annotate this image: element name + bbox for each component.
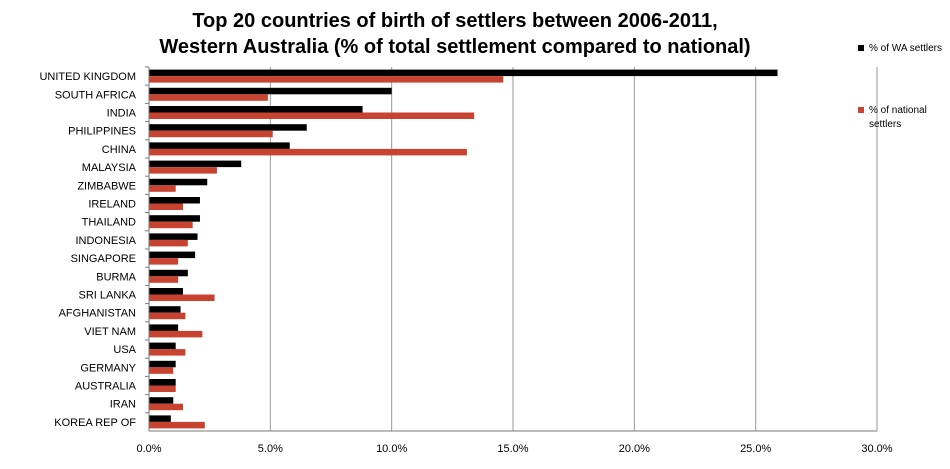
bar-wa [149, 233, 198, 240]
bar-national [149, 221, 193, 229]
bar-national [149, 76, 504, 83]
category-label: SINGAPORE [71, 253, 136, 265]
chart-title: Top 20 countries of birth of settlers be… [159, 10, 751, 58]
category-label: MALAYSIA [82, 162, 137, 174]
bar-wa [149, 360, 176, 368]
bar-national [149, 167, 217, 174]
x-tick-label: 30.0% [861, 443, 892, 455]
bar-national [149, 385, 176, 392]
category-label: AFGHANISTAN [59, 308, 136, 320]
bar-wa [149, 269, 188, 277]
bar-wa [149, 106, 363, 113]
category-label: IRELAND [88, 199, 136, 211]
bar-wa [149, 397, 174, 404]
bar-national [149, 276, 179, 283]
bar-national [149, 403, 183, 411]
bars [149, 69, 778, 429]
category-labels: UNITED KINGDOM SOUTH AFRICA INDIA PHILIPPIN… [39, 71, 136, 429]
legend-swatch-wa [858, 45, 864, 51]
legend-entry-wa: % of WA settlers [858, 42, 949, 56]
bar-wa [149, 288, 183, 295]
category-label: BURMA [96, 271, 136, 283]
bar-wa [149, 251, 196, 259]
bar-wa [149, 415, 171, 422]
bar-national [149, 258, 179, 265]
category-label: IRAN [110, 399, 136, 411]
x-tick-label: 25.0% [740, 443, 771, 455]
bar-national [149, 130, 273, 138]
x-tick-label: 0.0% [136, 443, 161, 455]
category-label: INDIA [107, 108, 137, 120]
axes [145, 66, 877, 432]
bar-wa [149, 215, 200, 222]
category-label: UNITED KINGDOM [39, 71, 136, 83]
category-label: KOREA REP OF [54, 417, 136, 429]
category-label: PHILIPPINES [68, 126, 136, 138]
x-tick-label: 15.0% [497, 443, 528, 455]
bar-national [149, 239, 188, 247]
x-tick-label: 10.0% [376, 443, 407, 455]
bar-wa [149, 124, 307, 131]
bar-national [149, 349, 186, 356]
x-tick-label: 20.0% [619, 443, 650, 455]
category-label: CHINA [102, 144, 137, 156]
bar-national [149, 112, 475, 119]
bar-wa [149, 142, 290, 149]
category-label: THAILAND [82, 217, 136, 229]
legend-entry-national: % of national settlers [858, 104, 949, 132]
bar-national [149, 312, 186, 320]
bar-wa [149, 379, 176, 386]
legend-swatch-national [858, 107, 864, 113]
tick-labels: 0.0% 5.0% 10.0% 15.0% 20.0% 25.0% 30.0% [136, 443, 892, 455]
category-label: ZIMBABWE [77, 180, 136, 192]
bar-wa [149, 197, 200, 204]
category-label: VIET NAM [84, 326, 136, 338]
category-label: USA [113, 344, 136, 356]
legend-label-national: % of national settlers [869, 105, 927, 130]
bar-national [149, 294, 215, 301]
category-label: GERMANY [80, 362, 136, 374]
bar-wa [149, 160, 242, 168]
bar-wa [149, 178, 208, 186]
category-label: SOUTH AFRICA [55, 89, 137, 101]
x-tick-label: 5.0% [258, 443, 283, 455]
category-label: INDONESIA [75, 235, 136, 247]
bar-national [149, 94, 268, 101]
bar-wa [149, 69, 778, 77]
category-label: SRI LANKA [79, 290, 137, 302]
bar-wa [149, 87, 392, 95]
category-label: AUSTRALIA [75, 381, 137, 393]
bar-wa [149, 306, 181, 313]
legend-label-wa: % of WA settlers [869, 43, 942, 54]
bar-national [149, 203, 183, 210]
bar-national [149, 421, 205, 429]
bar-wa [149, 324, 179, 331]
bar-national [149, 367, 174, 374]
bar-national [149, 330, 203, 338]
bar-national [149, 185, 176, 192]
bar-wa [149, 342, 176, 350]
bar-national [149, 148, 467, 156]
gridlines [269, 67, 878, 431]
